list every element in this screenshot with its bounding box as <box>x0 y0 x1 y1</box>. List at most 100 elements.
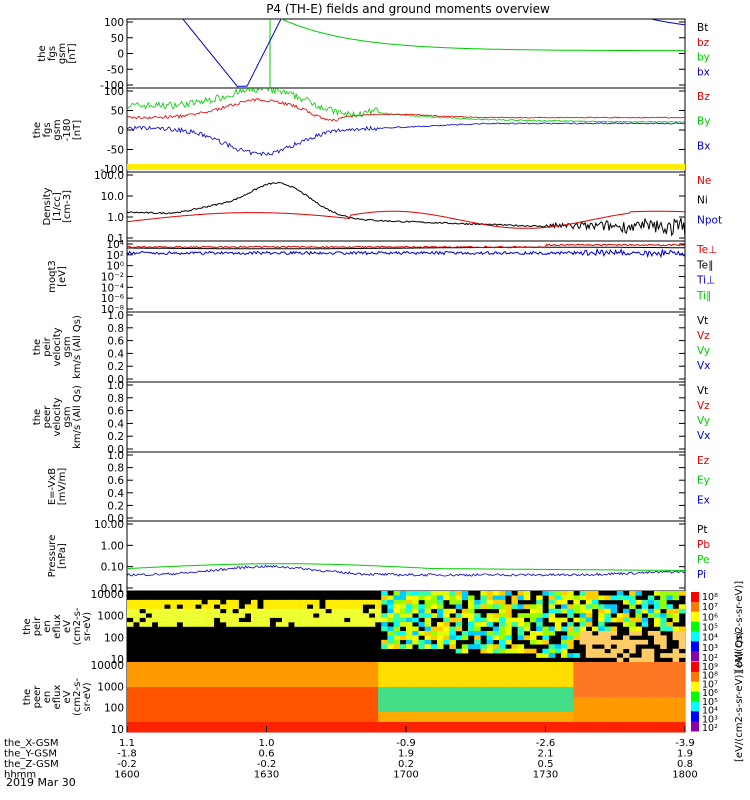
spectrogram-cell <box>619 667 630 673</box>
spectrogram-cell <box>220 613 227 618</box>
spectrogram-cell <box>641 639 649 645</box>
spectrogram-cell <box>526 702 537 708</box>
spectrogram-cell <box>548 613 556 618</box>
y-tick-label: 10 <box>111 654 124 666</box>
spectrogram-cell <box>213 608 221 614</box>
spectrogram-cell <box>173 697 184 703</box>
spectrogram-cell <box>340 692 351 698</box>
y-tick-label: 10000 <box>91 589 124 601</box>
spectrogram-cell <box>430 626 438 632</box>
spectrogram-cell <box>288 604 295 610</box>
spectrogram-cell <box>526 722 537 728</box>
spectrogram-cell <box>623 622 630 627</box>
spectrogram-cell <box>567 595 574 601</box>
spectrogram-cell <box>127 599 134 605</box>
spectrogram-cell <box>285 687 295 693</box>
spectrogram-cell <box>554 707 565 713</box>
ephemeris-value: 1630 <box>254 770 279 781</box>
colorbar-tick: 10³ <box>702 714 718 725</box>
spectrogram-cell <box>294 712 305 718</box>
y-tick-label: 10 <box>111 724 124 736</box>
spectrogram-cell <box>564 687 574 693</box>
spectrogram-cell <box>629 604 636 610</box>
spectrogram-cell <box>455 648 463 654</box>
spectrogram-cell <box>378 667 388 673</box>
spectrogram-cell <box>282 608 289 614</box>
spectrogram-cell <box>158 599 165 605</box>
spectrogram-cell <box>654 635 661 641</box>
spectrogram-cell <box>424 687 435 693</box>
spectrogram-cell <box>672 630 680 636</box>
spectrogram-cell <box>192 727 202 733</box>
spectrogram-cell <box>154 717 165 723</box>
spectrogram-cell <box>378 727 388 733</box>
spectrogram-cell <box>542 653 549 658</box>
spectrogram-cell <box>629 722 639 728</box>
spectrogram-cell <box>313 717 323 723</box>
spectrogram-cell <box>623 595 630 601</box>
spectrogram-cell <box>536 613 543 618</box>
spectrogram-cell <box>244 622 252 627</box>
spectrogram-cell <box>573 595 580 601</box>
spectrogram-cell <box>415 672 425 678</box>
spectrogram-cell <box>415 677 425 683</box>
spectrogram-cell <box>582 662 593 668</box>
spectrogram-cell <box>508 712 518 718</box>
spectrogram-cell <box>582 722 593 728</box>
spectrogram-cell <box>660 617 667 623</box>
spectrogram-cell <box>585 648 593 654</box>
spectrogram-cell <box>582 687 593 693</box>
spectrogram-cell <box>554 697 565 703</box>
spectrogram-cell <box>511 622 518 627</box>
spectrogram-cell <box>378 717 388 723</box>
spectrogram-cell <box>238 697 249 703</box>
spectrogram-cell <box>368 672 379 678</box>
spectrogram-cell <box>468 613 475 618</box>
spectrogram-cell <box>322 672 332 678</box>
spectrogram-cell <box>468 604 475 610</box>
spectrogram-cell <box>666 653 673 658</box>
spectrogram-cell <box>263 604 270 610</box>
spectrogram-cell <box>561 648 568 654</box>
spectrogram-cell <box>530 639 537 645</box>
spectrogram-cell <box>375 599 382 605</box>
y-axis-label: peer <box>42 405 53 429</box>
spectrogram-cell <box>294 617 301 623</box>
spectrogram-cell <box>182 617 190 623</box>
spectrogram-cell <box>127 727 137 733</box>
spectrogram-cell <box>666 626 673 632</box>
spectrogram-cell <box>592 595 599 601</box>
spectrogram-cell <box>189 617 196 623</box>
y-axis-label: eflux <box>52 614 63 639</box>
spectrogram-cell <box>517 617 525 623</box>
y-axis-label: moqt3 <box>47 260 58 293</box>
y-axis-label: the <box>32 122 43 138</box>
spectrogram-cell <box>127 622 134 627</box>
spectrogram-cell <box>619 707 630 713</box>
y-tick-label: 0 <box>117 125 124 137</box>
spectrogram-cell <box>545 722 556 728</box>
spectrogram-cell <box>145 727 156 733</box>
spectrogram-cell <box>449 617 456 623</box>
spectrogram-cell <box>195 617 202 623</box>
spectrogram-cell <box>399 622 407 627</box>
legend-Bt: Bt <box>697 22 708 34</box>
spectrogram-cell <box>561 608 568 614</box>
spectrogram-cell <box>564 697 574 703</box>
legend-Te∥: Te∥ <box>696 259 713 271</box>
y-tick-label: 0.0 <box>107 444 124 456</box>
spectrogram-cell <box>127 702 137 708</box>
spectrogram-cell <box>468 599 475 605</box>
spectrogram-cell <box>288 617 295 623</box>
spectrogram-cell <box>387 677 398 683</box>
spectrogram-cell <box>443 667 453 673</box>
spectrogram-cell <box>554 677 565 683</box>
spectrogram-cell <box>406 613 413 618</box>
spectrogram-cell <box>263 608 270 614</box>
spectrogram-cell <box>164 692 174 698</box>
spectrogram-cell <box>210 682 221 688</box>
spectrogram-cell <box>489 692 500 698</box>
spectrogram-cell <box>182 702 193 708</box>
spectrogram-cell <box>629 682 639 688</box>
spectrogram-cell <box>415 697 425 703</box>
